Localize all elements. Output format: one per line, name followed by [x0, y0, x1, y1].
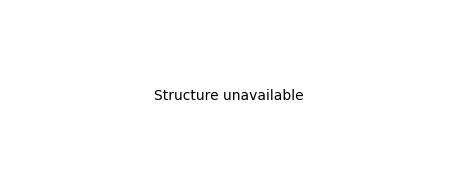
Text: Structure unavailable: Structure unavailable [154, 89, 304, 103]
